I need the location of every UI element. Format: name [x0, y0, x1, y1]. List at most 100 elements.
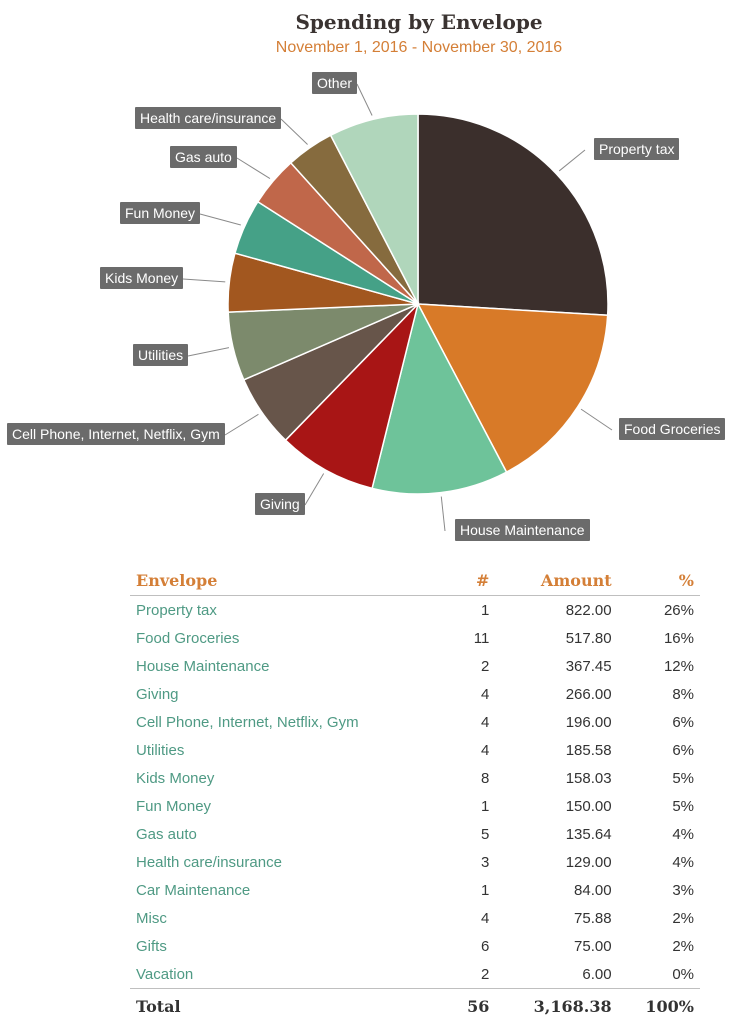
table-row: Gifts 6 75.00 2%: [130, 932, 700, 960]
row-amount: 158.03: [565, 769, 612, 787]
table-row: Cell Phone, Internet, Netflix, Gym 4 196.0…: [130, 708, 700, 736]
row-count: 4: [481, 685, 490, 703]
table-row: Vacation 2 6.00 0%: [130, 960, 700, 989]
leader-line: [356, 83, 373, 116]
total-row: Total 56 3,168.38 100%: [130, 988, 700, 1023]
row-envelope: Misc: [136, 909, 167, 927]
row-percent: 5%: [672, 769, 694, 787]
slice-label: Gas auto: [170, 146, 237, 168]
row-envelope: Health care/insurance: [136, 853, 282, 871]
row-envelope: Cell Phone, Internet, Netflix, Gym: [136, 713, 359, 731]
slice-label: Health care/insurance: [135, 107, 282, 129]
table-row: Kids Money 8 158.03 5%: [130, 764, 700, 792]
leader-line: [236, 157, 271, 180]
row-percent: 4%: [672, 853, 694, 871]
total-label: Total: [130, 988, 449, 1023]
row-count: 3: [481, 853, 490, 871]
envelope-table: Envelope # Amount % Property tax 1 822.00 2…: [130, 565, 700, 1023]
header-count: #: [448, 565, 496, 596]
pie-slice: [416, 303, 609, 474]
row-amount: 367.45: [565, 657, 612, 675]
slice-label: Other: [312, 72, 358, 94]
row-amount: 196.00: [565, 713, 612, 731]
leader-line: [199, 213, 241, 226]
table-row: Food Groceries 11 517.80 16%: [130, 624, 700, 652]
row-count: 8: [481, 769, 490, 787]
slice-label: Cell Phone, Internet, Netflix, Gym: [7, 423, 225, 445]
row-count: 4: [481, 909, 490, 927]
slice-label: Kids Money: [100, 267, 184, 289]
row-count: 11: [473, 629, 490, 647]
row-envelope: Food Groceries: [136, 629, 240, 647]
row-percent: 8%: [672, 685, 694, 703]
chart-subtitle: November 1, 2016 - November 30, 2016: [275, 39, 563, 56]
row-amount: 150.00: [565, 797, 612, 815]
header-amount: Amount: [495, 565, 618, 596]
slice-label: Property tax: [594, 138, 680, 160]
row-count: 5: [481, 825, 490, 843]
row-envelope: Giving: [136, 685, 179, 703]
table-row: Car Maintenance 1 84.00 3%: [130, 876, 700, 904]
row-amount: 6.00: [582, 965, 612, 983]
header-envelope: Envelope: [130, 565, 449, 596]
pie-slice: [329, 113, 419, 305]
row-percent: 12%: [663, 657, 694, 675]
row-percent: 2%: [672, 937, 694, 955]
row-percent: 6%: [672, 713, 694, 731]
row-percent: 0%: [672, 965, 694, 983]
table-row: Property tax 1 822.00 26%: [130, 596, 700, 625]
row-percent: 6%: [672, 741, 694, 759]
table-row: Misc 4 75.88 2%: [130, 904, 700, 932]
table-row: Gas auto 5 135.64 4%: [130, 820, 700, 848]
table-row: Health care/insurance 3 129.00 4%: [130, 848, 700, 876]
row-amount: 129.00: [565, 853, 612, 871]
leader-line: [280, 118, 308, 145]
row-envelope: Fun Money: [136, 797, 212, 815]
table-row: Giving 4 266.00 8%: [130, 680, 700, 708]
row-count: 2: [481, 965, 490, 983]
row-count: 2: [481, 657, 490, 675]
row-count: 1: [481, 881, 490, 899]
row-envelope: Gifts: [136, 937, 167, 955]
row-count: 1: [481, 601, 490, 619]
row-count: 4: [481, 741, 490, 759]
row-amount: 75.00: [574, 937, 612, 955]
row-amount: 185.58: [565, 741, 612, 759]
leader-line: [558, 149, 586, 172]
row-amount: 822.00: [565, 601, 612, 619]
row-envelope: Kids Money: [136, 769, 215, 787]
row-count: 6: [481, 937, 490, 955]
row-amount: 84.00: [574, 881, 612, 899]
leader-line: [187, 347, 230, 357]
row-percent: 3%: [672, 881, 694, 899]
row-count: 1: [481, 797, 490, 815]
row-envelope: Gas auto: [136, 825, 197, 843]
row-envelope: House Maintenance: [136, 657, 270, 675]
pie-slice: [417, 113, 609, 317]
pie-slice: [371, 301, 508, 495]
row-percent: 4%: [672, 825, 694, 843]
pie-slice: [284, 301, 420, 490]
row-count: 4: [481, 713, 490, 731]
row-amount: 517.80: [565, 629, 612, 647]
row-amount: 266.00: [565, 685, 612, 703]
row-envelope: Vacation: [136, 965, 194, 983]
total-count: 56: [448, 988, 496, 1023]
row-percent: 16%: [663, 629, 694, 647]
pie-chart: [182, 83, 613, 532]
total-amount: 3,168.38: [495, 988, 618, 1023]
slice-label: Food Groceries: [619, 418, 726, 440]
header-percent: %: [617, 565, 700, 596]
chart-title: Spending by Envelope: [295, 10, 543, 34]
slice-label: Giving: [255, 493, 305, 515]
leader-line: [182, 278, 226, 283]
slice-label: Utilities: [133, 344, 189, 366]
total-percent: 100%: [617, 988, 700, 1023]
table-row: House Maintenance 2 367.45 12%: [130, 652, 700, 680]
slice-label: Fun Money: [120, 202, 201, 224]
row-percent: 2%: [672, 909, 694, 927]
row-envelope: Car Maintenance: [136, 881, 251, 899]
row-amount: 75.88: [574, 909, 612, 927]
row-amount: 135.64: [565, 825, 612, 843]
row-percent: 26%: [663, 601, 694, 619]
